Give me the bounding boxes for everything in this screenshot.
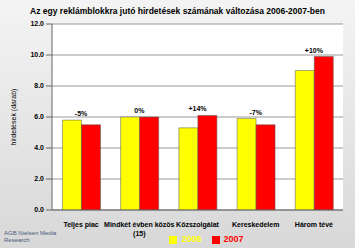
svg-text:6.0: 6.0 [34,113,44,120]
svg-text:-5%: -5% [75,110,88,117]
svg-text:0%: 0% [134,107,145,114]
svg-text:Közszolgálat: Közszolgálat [176,221,219,229]
svg-text:0.0: 0.0 [34,206,44,213]
svg-text:+14%: +14% [188,105,207,112]
svg-text:Teljes piac: Teljes piac [63,221,98,229]
html-text:Az egy reklámblokkra jutó hird: Az egy reklámblokkra jutó hirdetések szá… [30,6,325,16]
svg-text:8.0: 8.0 [34,82,44,89]
svg-text:10.0: 10.0 [30,51,44,58]
html-text:AGB Nielsen Media Research: AGB Nielsen Media Research [4,230,57,243]
svg-text:Három tévé: Három tévé [295,221,333,228]
svg-text:2.0: 2.0 [34,175,44,182]
svg-text:Kereskedelem: Kereskedelem [232,221,279,228]
svg-text:+10%: +10% [305,47,324,54]
html-text:2007: 2007 [223,234,244,244]
svg-text:4.0: 4.0 [34,144,44,151]
svg-text:hirdetések (darab): hirdetések (darab) [10,89,18,146]
svg-text:-7%: -7% [249,109,262,116]
svg-text:Mindkét évben közös(15): Mindkét évben közös(15) [104,221,175,238]
html-text:2006: 2006 [181,234,202,244]
svg-text:12.0: 12.0 [30,20,44,27]
